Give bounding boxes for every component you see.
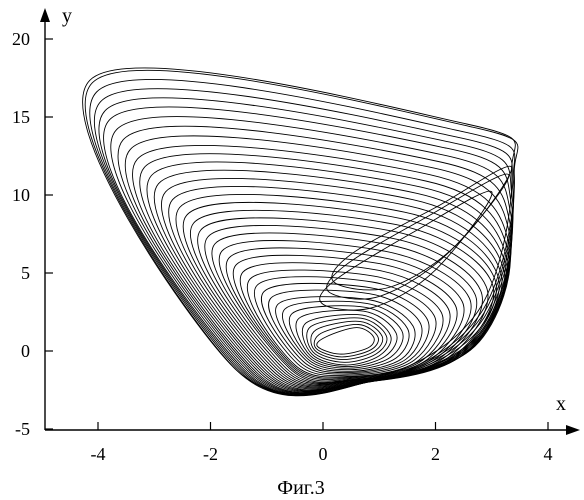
y-tick-label: 15 <box>12 107 30 127</box>
x-tick-label: -2 <box>203 444 218 464</box>
trajectory-layer <box>83 68 518 396</box>
x-axis-label: x <box>556 393 566 415</box>
y-axis-arrow-icon <box>40 8 50 22</box>
x-tick-label: 0 <box>319 444 328 464</box>
y-tick-label: 0 <box>21 341 30 361</box>
y-tick-label: 10 <box>12 185 30 205</box>
trajectory-loop <box>276 297 415 372</box>
trajectory-loop <box>90 79 515 395</box>
trajectory-loop <box>133 145 511 392</box>
y-tick-label: 20 <box>12 29 30 49</box>
x-tick-label: -4 <box>91 444 106 464</box>
figure-caption: Фиг.3 <box>277 477 324 499</box>
x-axis-arrow-icon <box>566 425 580 435</box>
trajectory-loop <box>307 318 387 362</box>
y-tick-label: 5 <box>21 263 30 283</box>
trajectory-loop <box>205 225 483 384</box>
y-ticks: -5 0 5 10 15 20 <box>12 29 53 439</box>
x-tick-label: 4 <box>544 444 553 464</box>
y-axis-label: y <box>62 5 72 27</box>
trajectory-lobe-loop <box>327 174 509 299</box>
y-tick-label: -5 <box>15 419 30 439</box>
x-ticks: -4 -2 0 2 4 <box>91 422 553 464</box>
x-tick-label: 2 <box>431 444 440 464</box>
